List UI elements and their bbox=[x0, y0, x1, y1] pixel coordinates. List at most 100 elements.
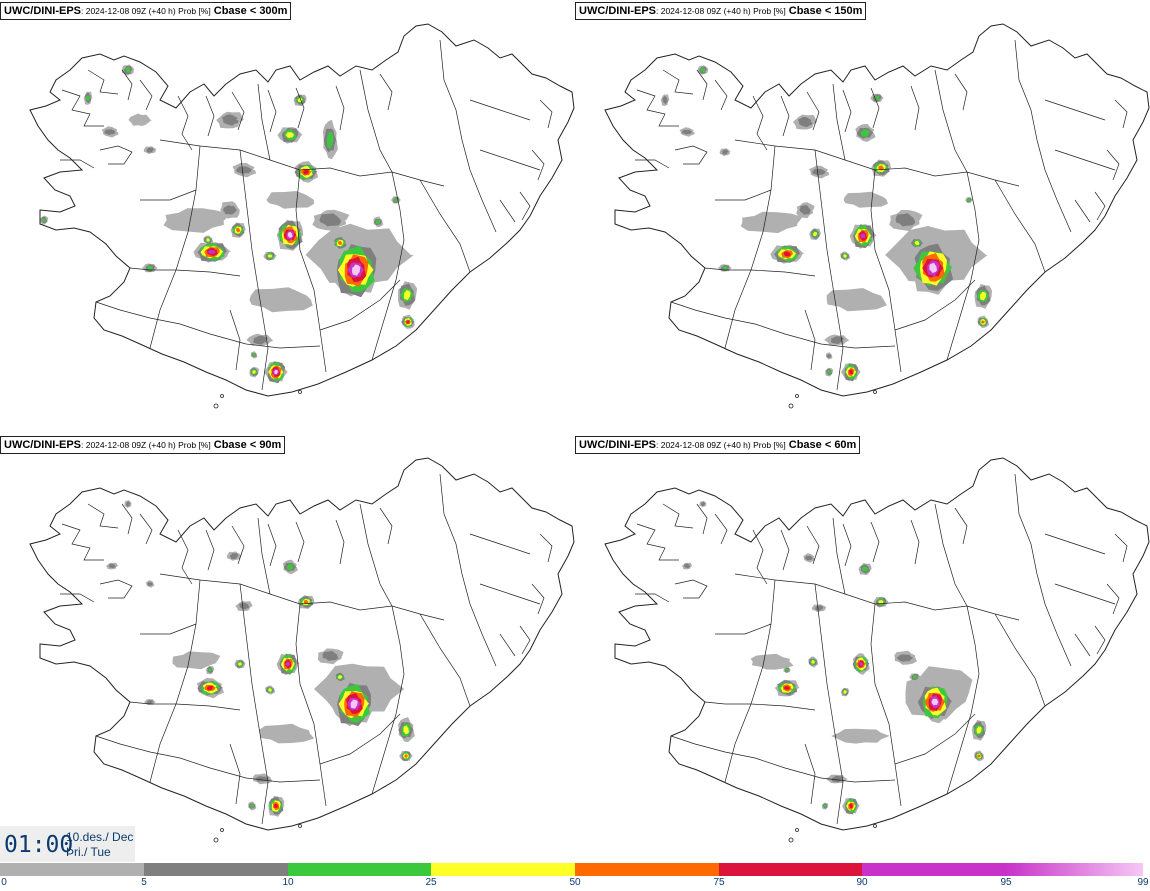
border-line bbox=[752, 95, 768, 151]
probability-contour bbox=[404, 754, 408, 758]
border-line bbox=[870, 603, 902, 807]
border-line bbox=[87, 503, 119, 529]
probability-contour bbox=[859, 661, 863, 667]
border-line bbox=[129, 267, 241, 277]
border-line bbox=[231, 525, 245, 565]
border-line bbox=[814, 583, 844, 825]
probability-contour bbox=[207, 668, 213, 672]
valid-time-box: 01:00 10.des./ Dec Þri./ Tue bbox=[0, 826, 135, 862]
valid-weekday: Þri./ Tue bbox=[66, 845, 111, 859]
border-line bbox=[636, 523, 679, 561]
border-line bbox=[419, 613, 471, 707]
border-line bbox=[1106, 583, 1120, 615]
border-line bbox=[662, 69, 694, 95]
border-line bbox=[696, 503, 708, 535]
probability-contour bbox=[967, 198, 971, 202]
probability-contour bbox=[406, 320, 410, 324]
border-line bbox=[804, 309, 816, 371]
probability-contour bbox=[238, 602, 250, 610]
probability-contour bbox=[831, 728, 891, 744]
border-line bbox=[295, 521, 305, 563]
colorbar-segment bbox=[0, 863, 144, 876]
probability-contour bbox=[236, 166, 253, 174]
probability-contour bbox=[338, 240, 343, 245]
border-line bbox=[95, 735, 321, 783]
border-line bbox=[295, 169, 327, 373]
border-line bbox=[61, 89, 104, 127]
border-line bbox=[159, 139, 445, 187]
island bbox=[788, 403, 794, 409]
island bbox=[220, 828, 224, 832]
border-line bbox=[1014, 473, 1072, 667]
probability-contour bbox=[403, 725, 409, 735]
probability-contour bbox=[250, 804, 254, 808]
island bbox=[220, 394, 224, 398]
iceland-map bbox=[29, 457, 575, 843]
probability-contour bbox=[125, 501, 131, 507]
border-line bbox=[140, 623, 197, 635]
border-line bbox=[239, 149, 269, 391]
border-line bbox=[335, 519, 345, 565]
probability-contour bbox=[303, 599, 309, 604]
probability-contour bbox=[303, 169, 309, 175]
border-line bbox=[832, 83, 846, 161]
colorbar-tick-label: 95 bbox=[1000, 877, 1012, 888]
probability-contour bbox=[147, 265, 153, 271]
border-line bbox=[371, 605, 405, 795]
colorbar-tick-label: 10 bbox=[282, 877, 294, 888]
border-line bbox=[140, 189, 197, 201]
colorbar-tick-label: 0 bbox=[1, 877, 7, 888]
map-panel-90m: UWC/DINI-EPS: 2024-12-08 09Z (+40 h) Pro… bbox=[0, 434, 575, 868]
border-line bbox=[954, 73, 968, 111]
probability-contour bbox=[826, 370, 832, 374]
border-line bbox=[894, 713, 976, 765]
probability-contour bbox=[376, 219, 381, 225]
border-line bbox=[806, 525, 820, 565]
border-line bbox=[910, 85, 920, 131]
border-line bbox=[229, 743, 241, 805]
border-line bbox=[139, 79, 153, 111]
border-line bbox=[319, 713, 401, 765]
probability-contour bbox=[830, 336, 845, 344]
border-line bbox=[479, 149, 541, 171]
border-line bbox=[1044, 99, 1106, 121]
probability-contour bbox=[682, 129, 693, 135]
probability-contour bbox=[826, 288, 887, 312]
probability-contour bbox=[826, 354, 832, 358]
border-line bbox=[61, 523, 104, 561]
border-line bbox=[1054, 149, 1116, 171]
border-line bbox=[87, 69, 119, 95]
iceland-map bbox=[29, 23, 575, 409]
probability-contour bbox=[125, 67, 131, 73]
border-line bbox=[359, 503, 393, 607]
probability-contour bbox=[403, 290, 411, 301]
border-line bbox=[319, 279, 401, 331]
border-line bbox=[704, 267, 816, 277]
border-line bbox=[704, 701, 816, 711]
border-line bbox=[806, 91, 820, 131]
island bbox=[873, 824, 877, 828]
probability-contour bbox=[860, 233, 866, 239]
valid-time: 01:00 bbox=[4, 832, 74, 858]
border-line bbox=[95, 301, 321, 349]
probability-contour bbox=[338, 675, 342, 679]
border-line bbox=[479, 583, 541, 605]
border-line bbox=[1074, 633, 1091, 657]
border-line bbox=[1106, 149, 1120, 181]
colorbar-tick-label: 90 bbox=[856, 877, 868, 888]
probability-contour bbox=[163, 208, 230, 233]
border-line bbox=[715, 189, 772, 201]
border-line bbox=[129, 701, 241, 711]
colorbar-tick-label: 5 bbox=[141, 877, 147, 888]
probability-contour bbox=[207, 250, 217, 255]
probability-contour bbox=[273, 803, 279, 809]
probability-contour bbox=[266, 191, 315, 209]
border-line bbox=[662, 503, 694, 529]
border-line bbox=[149, 579, 201, 783]
border-line bbox=[499, 199, 516, 223]
border-line bbox=[177, 95, 193, 151]
border-line bbox=[159, 573, 445, 621]
probability-contour bbox=[700, 502, 706, 507]
border-line bbox=[870, 87, 880, 129]
border-line bbox=[954, 507, 968, 545]
